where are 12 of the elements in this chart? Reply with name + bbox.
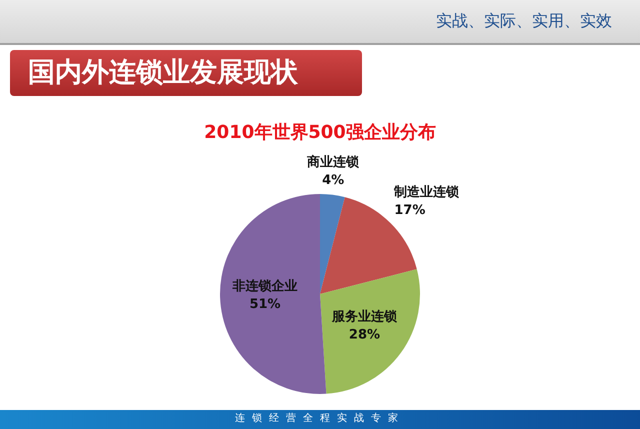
- slice-label: 非连锁企业: [232, 279, 298, 294]
- data-label: 17%: [394, 203, 426, 218]
- slice-label: 制造业连锁: [393, 185, 460, 200]
- slice-label: 商业连锁: [306, 154, 360, 170]
- text: 实战、实际、实用、实效: [436, 11, 612, 32]
- data-label: 4%: [322, 173, 344, 188]
- slice-label: 服务业连锁: [330, 310, 397, 325]
- text: 国内外连锁业发展现状: [28, 56, 298, 90]
- chart-title: 2010年世界500强企业分布: [203, 121, 437, 144]
- data-label: 28%: [348, 328, 380, 343]
- data-label: 51%: [249, 297, 281, 312]
- text: 连锁经营全程实战专家: [0, 412, 640, 426]
